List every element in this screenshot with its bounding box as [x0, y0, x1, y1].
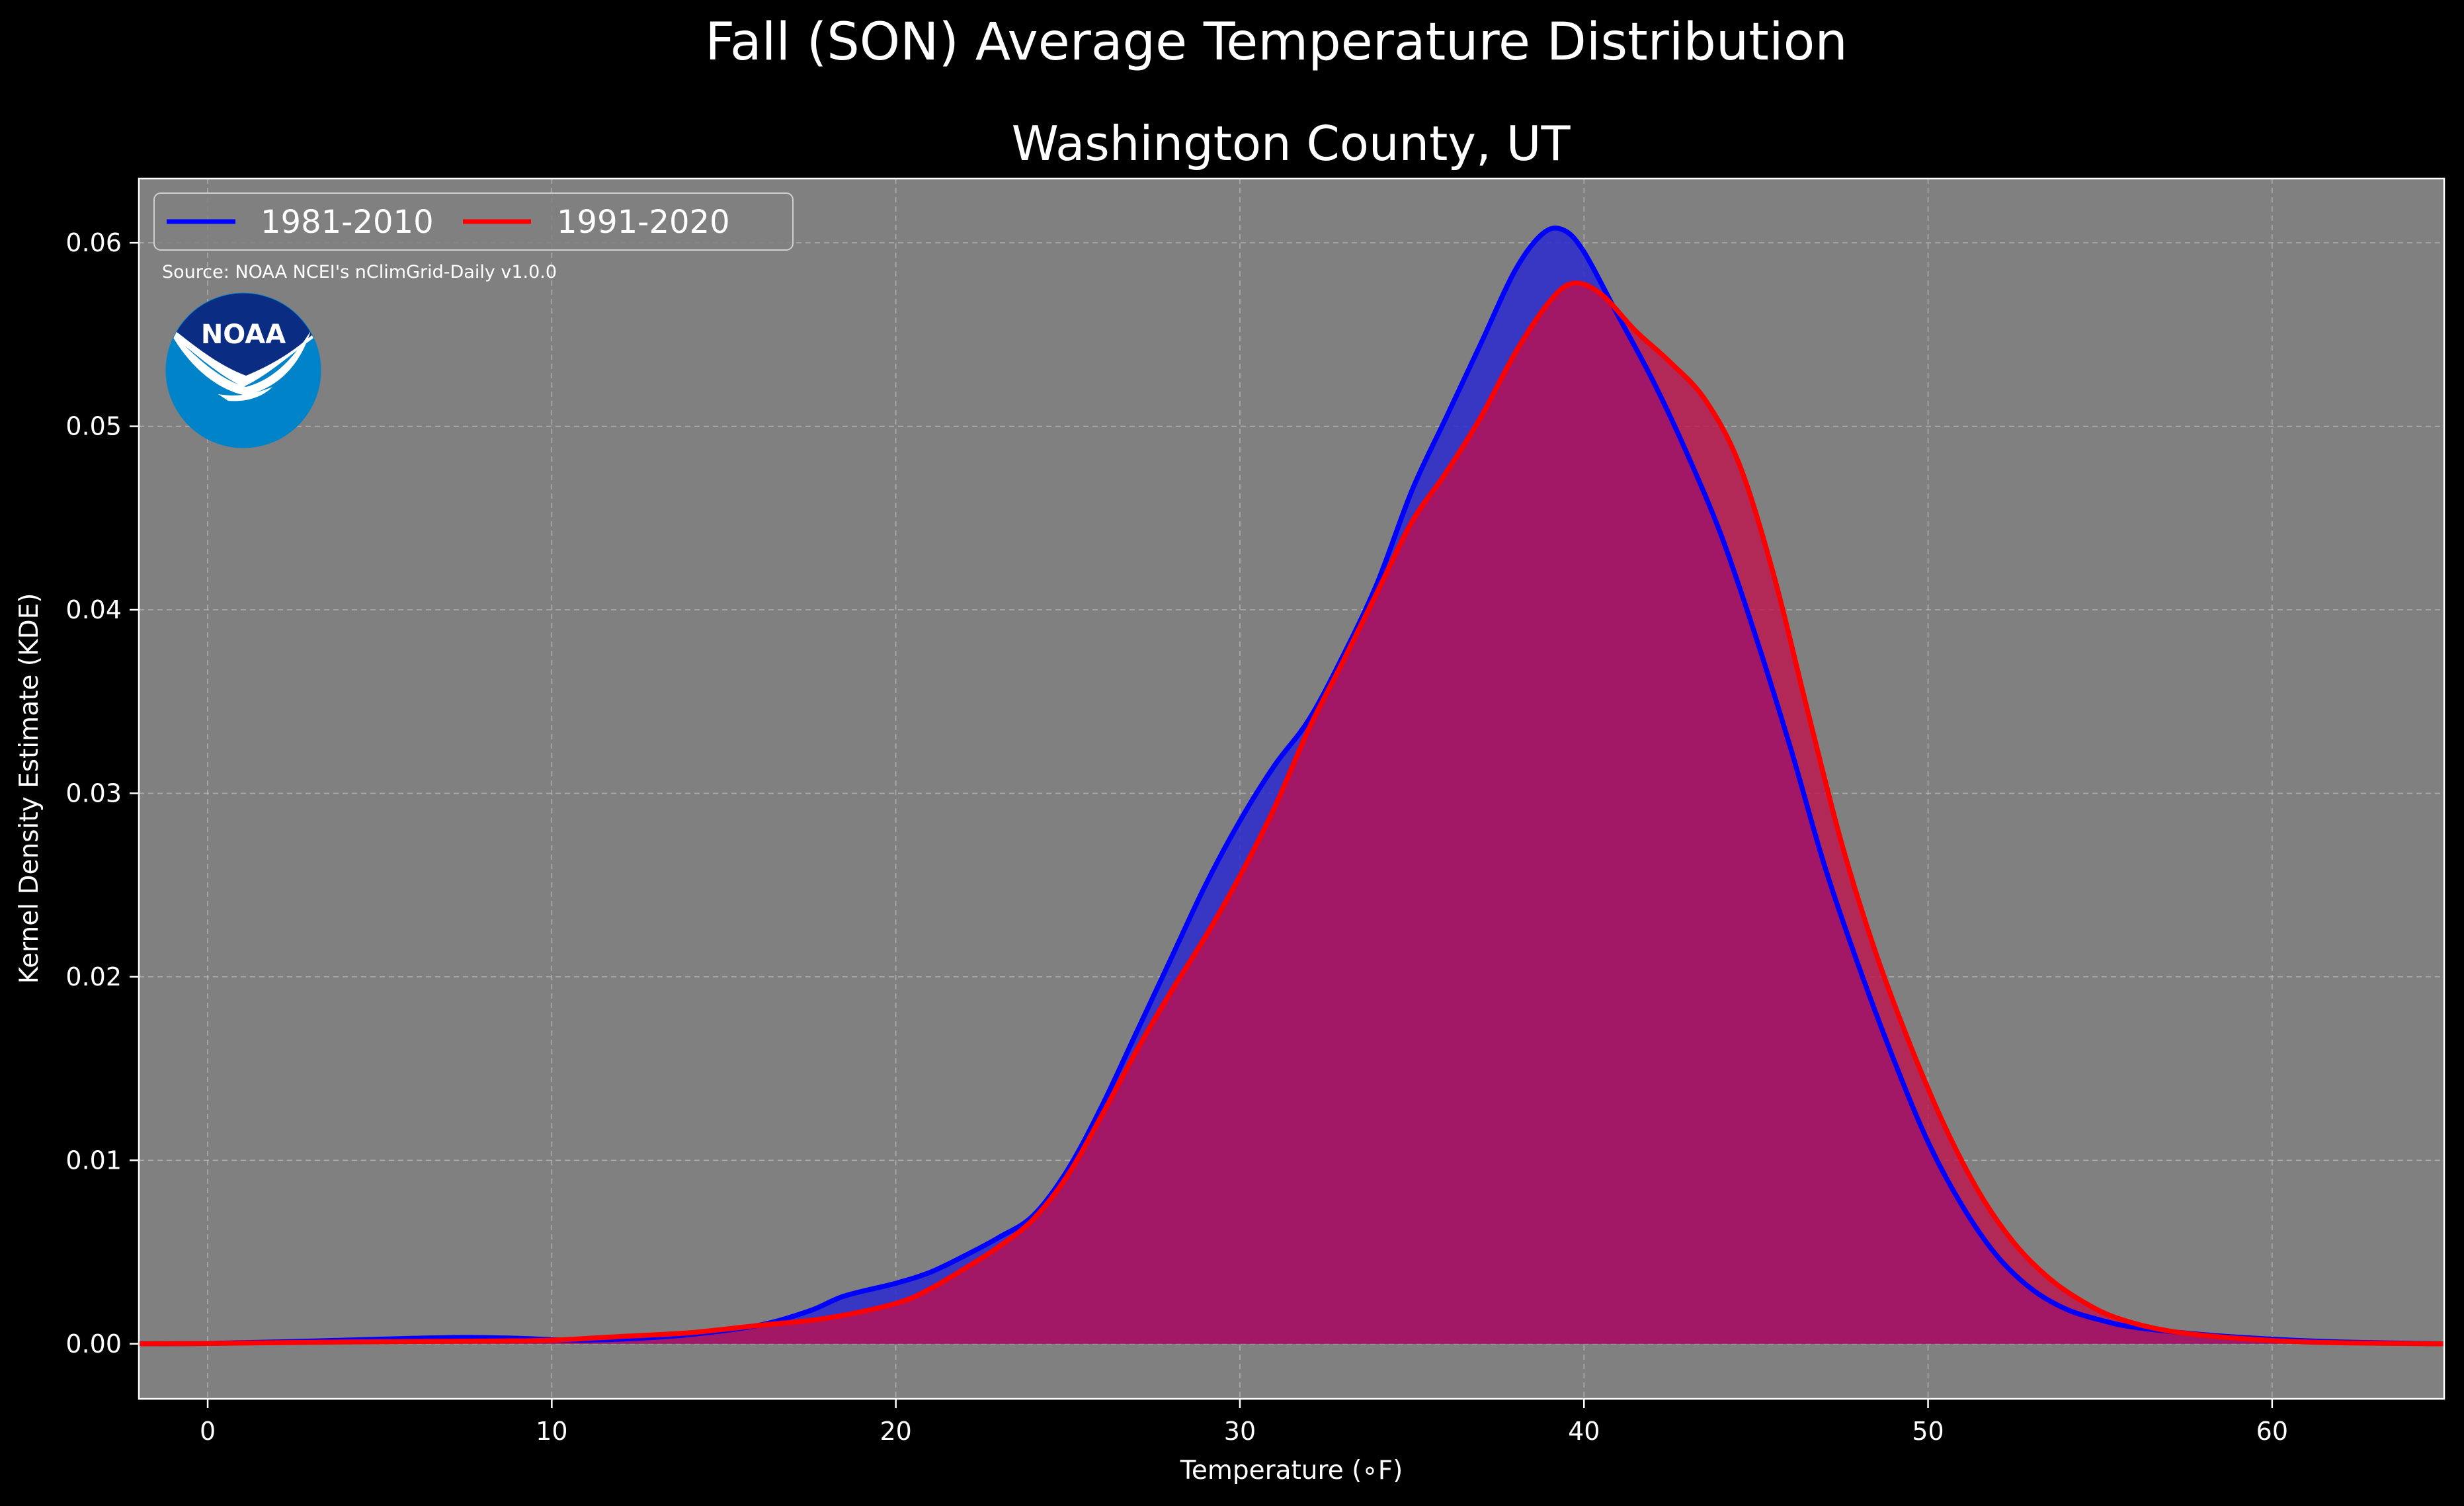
x-tick-label: 10	[536, 1417, 567, 1446]
noaa-logo-text: NOAA	[201, 319, 286, 350]
series-line-1991-2020	[138, 280, 2445, 1347]
source-note: Source: NOAA NCEI's nClimGrid-Daily v1.0…	[162, 262, 557, 282]
y-tick-label: 0.02	[65, 962, 122, 991]
y-tick-label: 0.04	[65, 595, 122, 624]
series-layer	[138, 226, 2445, 1347]
x-axis-label: Temperature (∘F)	[1180, 1456, 1403, 1485]
x-tick-label: 40	[1568, 1417, 1600, 1446]
y-tick-label: 0.00	[65, 1329, 122, 1359]
y-tick-label: 0.03	[65, 778, 122, 808]
y-tick-label: 0.01	[65, 1146, 122, 1175]
y-tick-label: 0.06	[65, 228, 122, 257]
legend-label-1981-2010: 1981-2010	[261, 204, 434, 241]
series-fill-1991-2020	[139, 282, 2444, 1344]
y-axis-label: Kernel Density Estimate (KDE)	[15, 593, 44, 984]
legend-label-1991-2020: 1991-2020	[557, 204, 730, 241]
legend: 1981-2010 1991-2020	[153, 192, 794, 251]
chart-title: Washington County, UT	[1012, 116, 1571, 171]
y-tick-label: 0.05	[65, 412, 122, 441]
figure-suptitle: Fall (SON) Average Temperature Distribut…	[705, 13, 1848, 72]
x-tick-label: 30	[1224, 1417, 1256, 1446]
noaa-logo: NOAA	[165, 292, 321, 448]
x-tick-label: 20	[880, 1417, 911, 1446]
x-tick-label: 50	[1912, 1417, 1944, 1446]
x-tick-label: 60	[2256, 1417, 2288, 1446]
x-axis-ticks: 0 10 20 30 40 50 60	[200, 1399, 2288, 1446]
x-tick-label: 0	[200, 1417, 216, 1446]
plot-frame	[138, 177, 2445, 1400]
y-axis-ticks: 0.00 0.01 0.02 0.03 0.04 0.05 0.06	[65, 228, 139, 1359]
